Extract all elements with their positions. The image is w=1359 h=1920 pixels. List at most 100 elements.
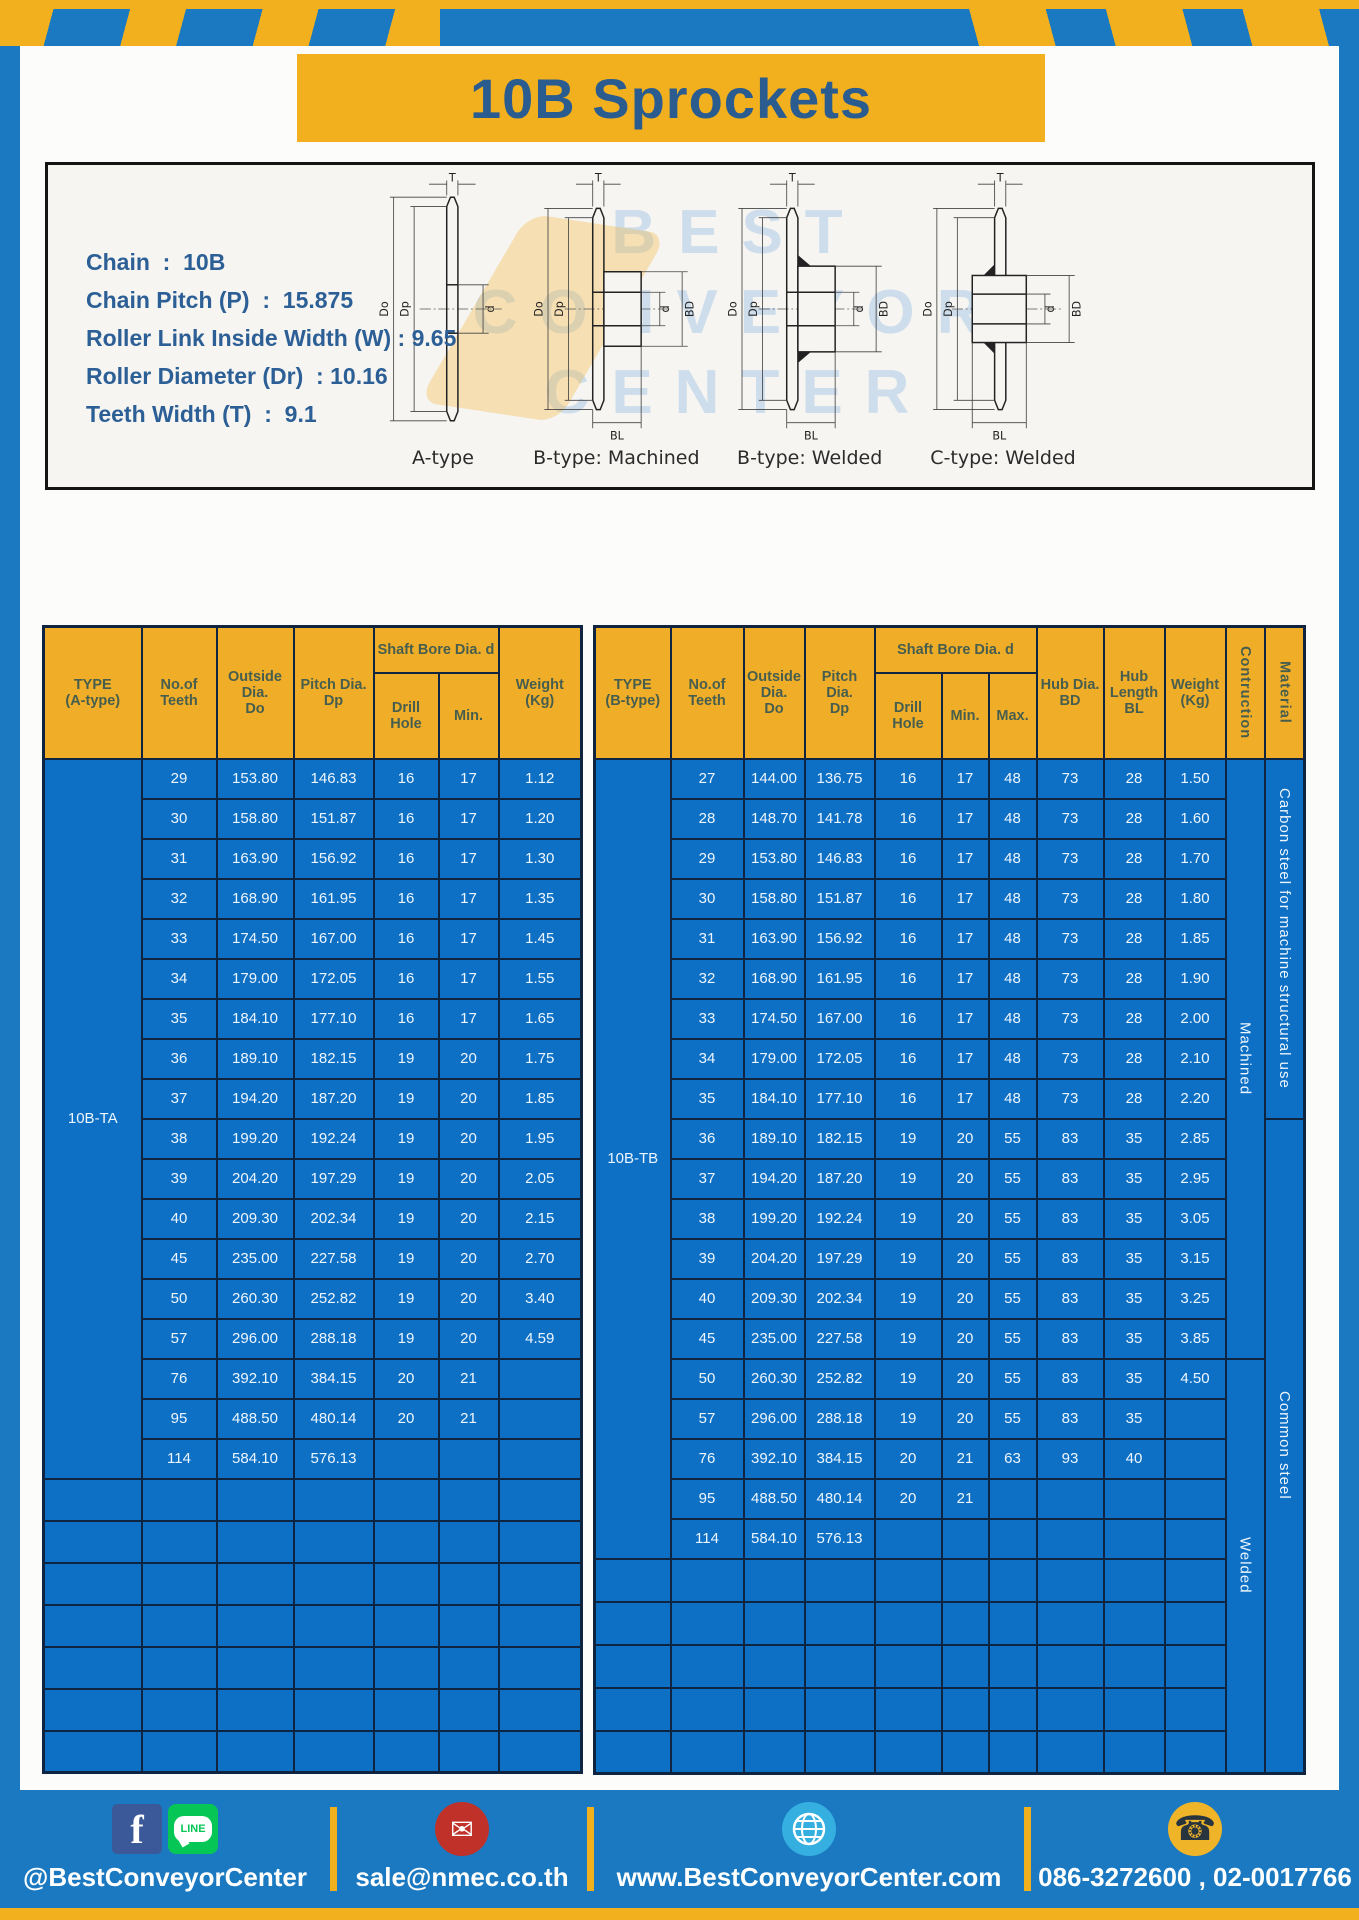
table-row: 50 260.30 252.82 19 20 55 83 35 4.50 Welded: [595, 1357, 1305, 1775]
globe-icon[interactable]: [782, 1802, 836, 1856]
data-cell: 16: [873, 757, 943, 800]
data-cell: 30: [669, 877, 745, 920]
data-cell: 16: [873, 1037, 943, 1080]
data-cell: 36: [140, 1037, 218, 1080]
type-cell: 10B-TB: [593, 757, 672, 1560]
facebook-icon[interactable]: f: [112, 1804, 162, 1854]
data-cell: [873, 1600, 943, 1646]
data-cell: 199.20: [742, 1197, 806, 1240]
data-cell: [497, 1437, 583, 1480]
data-cell: 16: [873, 1077, 943, 1120]
data-cell: [372, 1729, 440, 1774]
data-cell: 39: [140, 1157, 218, 1200]
data-cell: 55: [987, 1117, 1038, 1160]
spec-panel: BEST CONVEYOR CENTER Chain : 10B Chain P…: [45, 162, 1315, 490]
data-cell: 146.83: [292, 757, 375, 800]
data-cell: 35: [1102, 1237, 1166, 1280]
data-cell: 21: [437, 1397, 500, 1440]
table-row: 28 148.70 141.78 16 17 48 73 28 1.60: [595, 797, 1305, 840]
data-cell: 35: [1102, 1197, 1166, 1240]
globe-glyph: [792, 1812, 826, 1846]
type-cell-empty: [593, 1557, 672, 1603]
data-cell: 73: [1035, 837, 1105, 880]
data-cell: [497, 1645, 583, 1690]
col-header-pitch-dia: Pitch Dia. Dp: [292, 625, 375, 760]
data-cell: 1.12: [497, 757, 583, 800]
data-cell: 1.60: [1163, 797, 1227, 840]
data-cell: 33: [669, 997, 745, 1040]
table-row: [42, 1561, 583, 1606]
data-cell: 27: [669, 757, 745, 800]
data-cell: 2.95: [1163, 1157, 1227, 1200]
table-row: 32 168.90 161.95 16 17 1.35: [44, 877, 583, 920]
email-icon[interactable]: ✉: [435, 1802, 489, 1856]
type-cell-empty: [42, 1519, 143, 1564]
data-cell: 16: [372, 837, 440, 880]
data-cell: 2.70: [497, 1237, 583, 1280]
table-row: [593, 1557, 1305, 1603]
data-cell: 384.15: [292, 1357, 375, 1400]
phone-icon[interactable]: ☎: [1168, 1802, 1222, 1856]
data-cell: 45: [669, 1317, 745, 1360]
data-cell: [803, 1686, 876, 1732]
data-cell: 28: [1102, 757, 1166, 800]
type-cell: 10B-TA: [42, 757, 143, 1480]
data-cell: 73: [1035, 917, 1105, 960]
svg-text:T: T: [788, 173, 796, 184]
website-url[interactable]: www.BestConveyorCenter.com: [616, 1862, 1002, 1892]
data-cell: 50: [140, 1277, 218, 1320]
data-cell: 17: [940, 997, 990, 1040]
data-cell: 29: [140, 757, 218, 800]
spec-line-chain: Chain : 10B: [86, 249, 226, 275]
col-header-contruction: Contruction: [1224, 625, 1266, 760]
a-type-spec-table: TYPE (A-type) No.of Teeth Outside Dia. D…: [42, 625, 584, 1774]
svg-text:Dp: Dp: [553, 301, 566, 317]
table-row: 45 235.00 227.58 19 20 2.70: [44, 1237, 583, 1280]
data-cell: [987, 1643, 1038, 1689]
data-cell: 48: [987, 877, 1038, 920]
data-cell: 114: [669, 1517, 745, 1560]
data-cell: 1.95: [497, 1117, 583, 1160]
data-cell: 35: [140, 997, 218, 1040]
data-cell: 202.34: [292, 1197, 375, 1240]
data-cell: [1102, 1477, 1166, 1520]
data-cell: [987, 1600, 1038, 1646]
table-row: [42, 1645, 583, 1690]
data-cell: 161.95: [803, 957, 876, 1000]
data-cell: [1035, 1600, 1105, 1646]
data-cell: [1035, 1557, 1105, 1603]
table-row: [593, 1686, 1305, 1732]
phone-numbers[interactable]: 086-3272600 , 02-0017766: [1038, 1862, 1352, 1892]
data-cell: 182.15: [292, 1037, 375, 1080]
data-cell: 19: [873, 1197, 943, 1240]
data-cell: 28: [1102, 957, 1166, 1000]
data-cell: 1.75: [497, 1037, 583, 1080]
data-cell: 31: [140, 837, 218, 880]
data-cell: 1.45: [497, 917, 583, 960]
data-cell: [372, 1687, 440, 1732]
data-cell: 83: [1035, 1117, 1105, 1160]
data-cell: 48: [987, 757, 1038, 800]
table-row: 40 209.30 202.34 19 20 55 83 35 3.25: [595, 1277, 1305, 1320]
data-cell: [873, 1686, 943, 1732]
col-header-shaft-bore: Shaft Bore Dia. d: [372, 625, 500, 674]
data-cell: 163.90: [742, 917, 806, 960]
data-cell: 17: [437, 757, 500, 800]
data-cell: 83: [1035, 1197, 1105, 1240]
svg-text:Dp: Dp: [942, 301, 955, 317]
email-address[interactable]: sale@nmec.co.th: [355, 1862, 569, 1892]
data-cell: 16: [873, 997, 943, 1040]
data-cell: [140, 1645, 218, 1690]
data-cell: [940, 1600, 990, 1646]
line-app-icon[interactable]: LINE: [168, 1804, 218, 1854]
data-cell: 19: [372, 1037, 440, 1080]
col-header-shaft-bore: Shaft Bore Dia. d: [873, 625, 1038, 674]
data-cell: [437, 1561, 500, 1606]
data-cell: [497, 1687, 583, 1732]
social-handle[interactable]: @BestConveyorCenter: [23, 1862, 307, 1892]
data-cell: 48: [987, 957, 1038, 1000]
data-cell: [987, 1686, 1038, 1732]
data-cell: 260.30: [742, 1357, 806, 1400]
data-cell: [1035, 1477, 1105, 1520]
